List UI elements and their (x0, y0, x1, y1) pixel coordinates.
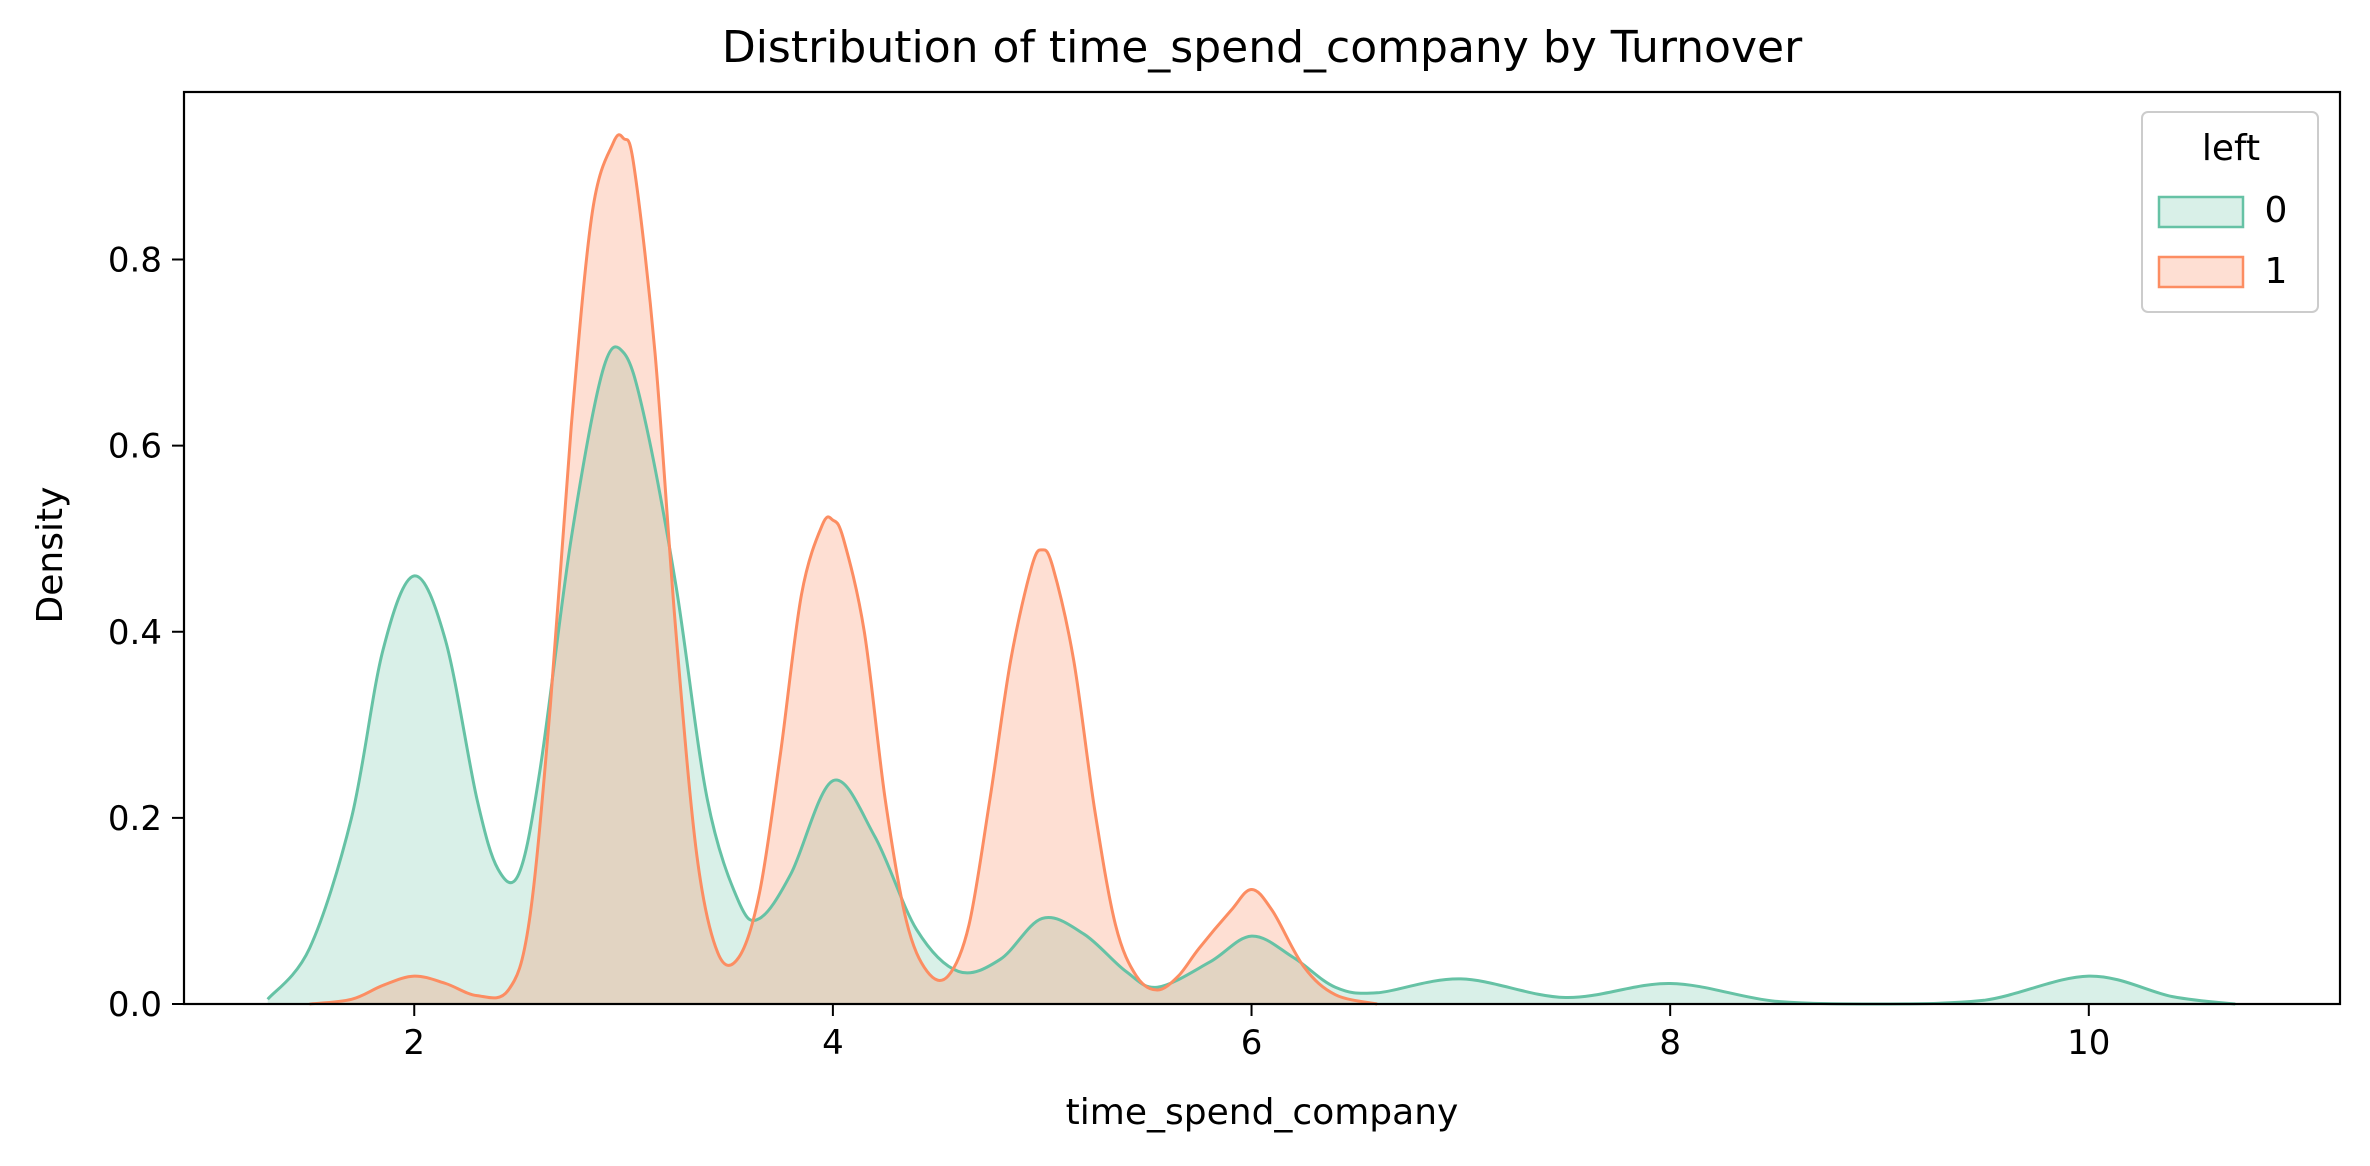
y-axis-label: Density (30, 487, 71, 624)
legend-swatch-1 (2157, 255, 2245, 289)
legend-title: left (2202, 128, 2260, 169)
series-0-area (267, 346, 2236, 1004)
legend-swatch-0 (2157, 195, 2245, 229)
legend-frame (2141, 111, 2319, 313)
x-tick-label: 4 (822, 1023, 844, 1063)
y-axis: 0.0 0.2 0.4 0.6 0.8 (108, 241, 184, 1025)
y-tick-label: 0.0 (108, 985, 162, 1025)
plot-area (182, 90, 2342, 1006)
y-tick-label: 0.8 (108, 241, 162, 281)
x-tick-label: 2 (403, 1023, 425, 1063)
series-1-area (309, 134, 1378, 1005)
x-tick-label: 8 (1659, 1023, 1681, 1063)
legend-label-0: 0 (2265, 190, 2288, 231)
x-axis: 2 4 6 8 10 (403, 1004, 2110, 1063)
y-tick-label: 0.4 (108, 613, 162, 653)
y-tick-label: 0.2 (108, 799, 162, 839)
y-tick-label: 0.6 (108, 427, 162, 467)
plot-frame (182, 90, 2342, 1006)
x-tick-label: 6 (1241, 1023, 1263, 1063)
series-1-line (309, 133, 1378, 1006)
x-axis-label: time_spend_company (1066, 1092, 1459, 1133)
series-0-line (266, 345, 2236, 1006)
x-tick-label: 10 (2067, 1023, 2110, 1063)
chart-title: Distribution of time_spend_company by Tu… (722, 22, 1803, 73)
legend-label-1: 1 (2265, 251, 2288, 292)
legend: left 0 1 (2141, 111, 2319, 313)
